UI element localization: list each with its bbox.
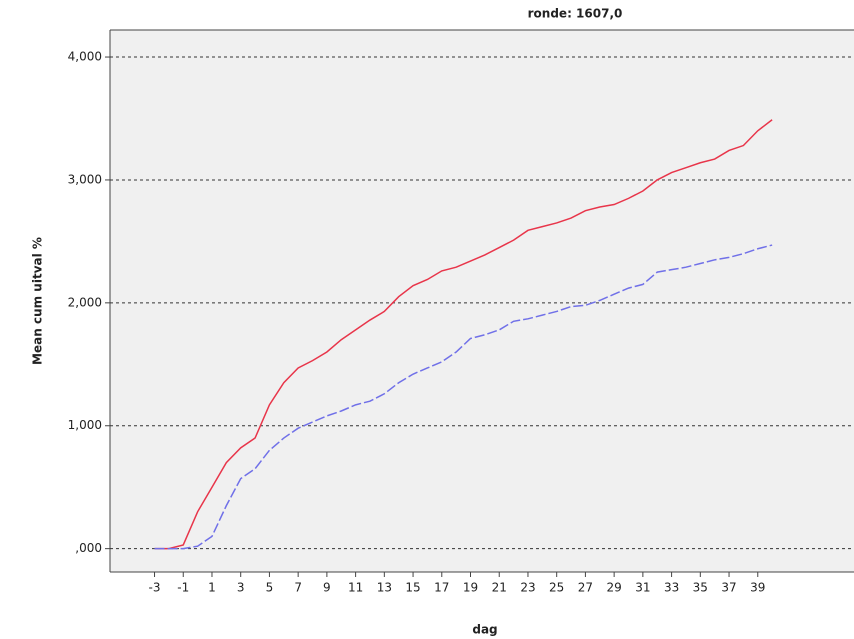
x-tick-label: 35 [693, 581, 708, 595]
x-tick-label: 19 [463, 581, 478, 595]
x-tick-label: 23 [520, 581, 535, 595]
y-tick-label: ,000 [75, 541, 102, 555]
x-tick-label: -3 [149, 581, 161, 595]
x-tick-label: 25 [549, 581, 564, 595]
y-tick-label: 4,000 [68, 50, 102, 64]
x-tick-label: 31 [635, 581, 650, 595]
x-tick-label: 9 [323, 581, 331, 595]
x-tick-label: 11 [348, 581, 363, 595]
y-tick-label: 2,000 [68, 295, 102, 309]
y-tick-label: 1,000 [68, 418, 102, 432]
x-tick-label: 5 [266, 581, 274, 595]
series-line [154, 244, 773, 550]
y-axis-label: Mean cum uitval % [31, 237, 45, 365]
x-tick-label: 3 [237, 581, 245, 595]
x-tick-label: 39 [750, 581, 765, 595]
x-tick-label: 7 [294, 581, 302, 595]
x-tick-label: 29 [606, 581, 621, 595]
x-tick-label: 1 [208, 581, 216, 595]
x-tick-label: 33 [664, 581, 679, 595]
x-tick-label: 17 [434, 581, 449, 595]
x-tick-label: -1 [177, 581, 189, 595]
x-tick-label: 27 [578, 581, 593, 595]
plot-area [110, 30, 854, 572]
series-line [154, 119, 773, 550]
x-tick-label: 13 [377, 581, 392, 595]
x-tick-label: 15 [405, 581, 420, 595]
x-tick-label: 21 [492, 581, 507, 595]
chart-title: ronde: 1607,0 [528, 7, 623, 21]
x-tick-label: 37 [721, 581, 736, 595]
y-tick-label: 3,000 [68, 172, 102, 186]
x-axis-label: dag [472, 623, 497, 637]
